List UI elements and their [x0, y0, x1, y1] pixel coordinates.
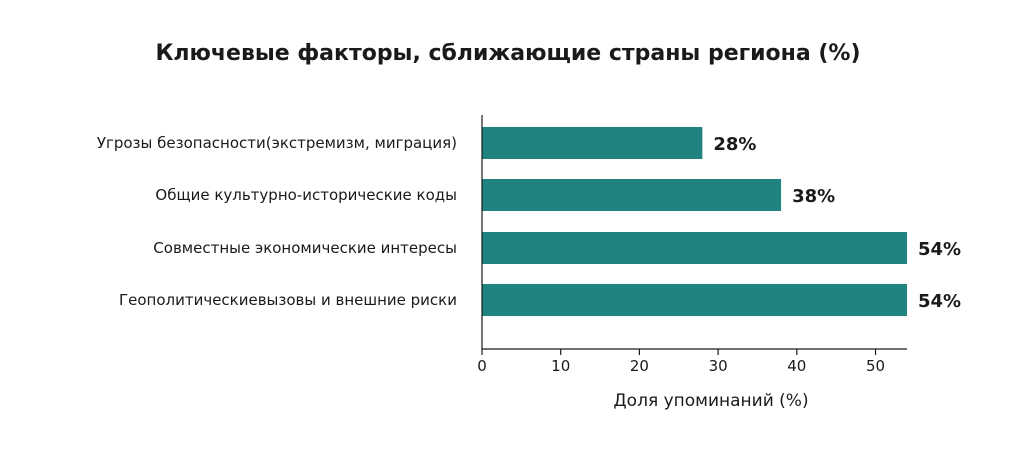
x-tick-label: 0	[477, 357, 487, 375]
category-labels: Угрозы безопасности(экстремизм, миграция…	[97, 134, 457, 309]
category-label: Угрозы безопасности(экстремизм, миграция…	[97, 134, 457, 152]
category-label: Общие культурно-исторические коды	[155, 186, 457, 204]
bar	[482, 127, 703, 159]
data-label: 54%	[918, 291, 961, 312]
bar	[482, 232, 907, 264]
chart-title: Ключевые факторы, сближающие страны реги…	[155, 41, 860, 66]
x-axis-ticks: 0 10 20 30 40 50	[477, 349, 885, 375]
bars	[482, 127, 907, 316]
category-label: Геополитическиевызовы и внешние риски	[119, 291, 457, 309]
x-tick-label: 30	[709, 357, 728, 375]
x-axis-title: Доля упоминаний (%)	[613, 391, 808, 411]
category-label: Совместные экономические интересы	[153, 239, 457, 257]
bar	[482, 179, 782, 211]
bar	[482, 284, 907, 316]
x-tick-label: 40	[787, 357, 806, 375]
data-label: 38%	[792, 186, 835, 207]
x-tick-label: 50	[866, 357, 885, 375]
data-label: 54%	[918, 239, 961, 260]
x-tick-label: 10	[551, 357, 570, 375]
x-tick-label: 20	[630, 357, 649, 375]
data-labels: 28% 38% 54% 54%	[713, 134, 961, 312]
data-label: 28%	[713, 134, 756, 155]
